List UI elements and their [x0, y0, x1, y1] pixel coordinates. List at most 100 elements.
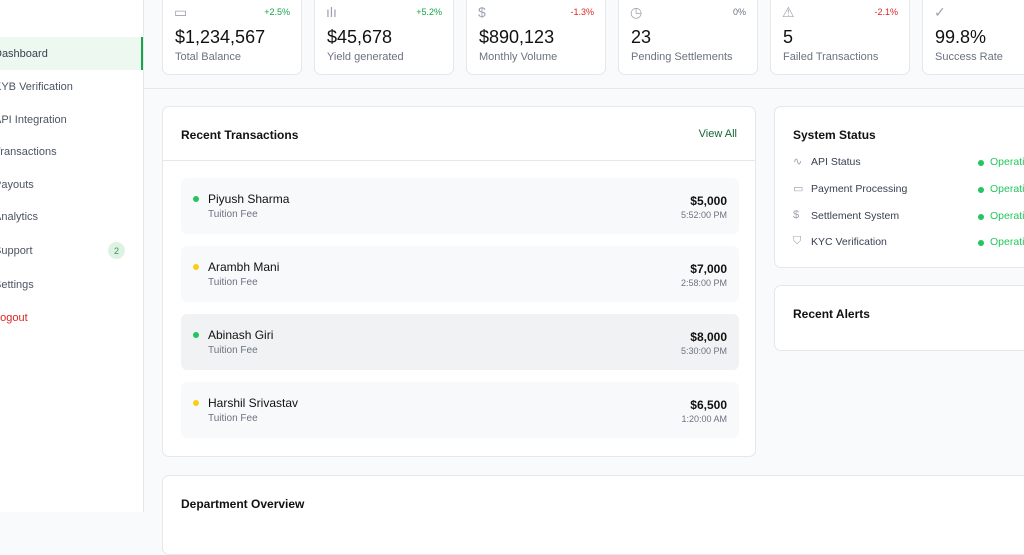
status-dot	[978, 160, 984, 166]
stat-change: -1.3%	[570, 7, 594, 17]
transaction-name: Piyush Sharma	[208, 192, 290, 206]
stat-value: 23	[631, 27, 652, 47]
support-badge: 2	[108, 242, 125, 259]
bar-chart-icon: ılı	[326, 4, 337, 20]
transaction-type: Tuition Fee	[208, 277, 258, 288]
transaction-name: Arambh Mani	[208, 260, 280, 274]
status-label: Settlement System	[811, 210, 900, 222]
transaction-type: Tuition Fee	[208, 413, 258, 424]
stat-label: Monthly Volume	[479, 51, 558, 63]
stat-value: $45,678	[327, 27, 393, 47]
card-divider	[163, 160, 755, 161]
transaction-amount: $7,000	[690, 262, 727, 276]
transaction-time: 1:20:00 AM	[681, 414, 727, 424]
sidebar-item-transactions[interactable]: Transactions	[0, 135, 143, 168]
transaction-row[interactable]: Arambh Mani Tuition Fee $7,000 2:58:00 P…	[181, 246, 739, 302]
status-row-api: ∿ API Status Operational	[793, 155, 1024, 171]
sidebar-item-dashboard[interactable]: Dashboard	[0, 37, 143, 70]
status-dot	[193, 332, 199, 338]
transaction-name: Abinash Giri	[208, 328, 274, 342]
transaction-amount: $8,000	[690, 330, 727, 344]
nav-label: API Integration	[0, 113, 67, 126]
transaction-row[interactable]: Abinash Giri Tuition Fee $8,000 5:30:00 …	[181, 314, 739, 370]
nav-label: Transactions	[0, 145, 57, 158]
stat-label: Total Balance	[175, 51, 242, 63]
dollar-icon: $	[793, 209, 800, 221]
sidebar-item-payouts[interactable]: Payouts	[0, 168, 143, 201]
alert-triangle-icon: ⚠	[782, 4, 795, 20]
stat-value: 99.8%	[935, 27, 987, 47]
stat-card-total-balance: ▭ +2.5% $1,234,567 Total Balance	[162, 0, 302, 75]
status-dot	[978, 240, 984, 246]
transaction-type: Tuition Fee	[208, 209, 258, 220]
status-label: Payment Processing	[811, 183, 908, 195]
nav-label: Settings	[0, 278, 34, 291]
transaction-row[interactable]: Piyush Sharma Tuition Fee $5,000 5:52:00…	[181, 178, 739, 234]
nav-label: Analytics	[0, 210, 39, 223]
credit-card-icon: ▭	[793, 183, 804, 195]
card-title: Recent Transactions	[181, 128, 299, 142]
nav-label: Support	[0, 244, 33, 257]
recent-alerts-card: Recent Alerts	[774, 285, 1024, 351]
status-dot	[978, 187, 984, 193]
transaction-type: Tuition Fee	[208, 345, 258, 356]
nav-label: KYB Verification	[0, 80, 73, 93]
transaction-name: Harshil Srivastav	[208, 396, 299, 410]
status-value: Operational	[990, 183, 1024, 195]
transaction-row[interactable]: Harshil Srivastav Tuition Fee $6,500 1:2…	[181, 382, 739, 438]
shield-icon: ⛉	[793, 235, 802, 247]
stat-label: Failed Transactions	[783, 51, 879, 63]
stat-card-success-rate: ✓ 99.8% Success Rate	[922, 0, 1024, 75]
stat-change: -2.1%	[874, 7, 898, 17]
status-dot	[978, 214, 984, 220]
transaction-amount: $5,000	[690, 194, 727, 208]
clock-icon: ◷	[630, 4, 643, 20]
stat-change: +5.2%	[416, 7, 442, 17]
status-value: Operational	[990, 236, 1024, 248]
stat-label: Pending Settlements	[631, 51, 733, 63]
stat-change: +2.5%	[264, 7, 290, 17]
status-row-settlement: $ Settlement System Operational	[793, 209, 1024, 225]
status-value: Operational	[990, 156, 1024, 168]
sidebar-item-analytics[interactable]: Analytics	[0, 200, 143, 233]
transaction-time: 5:52:00 PM	[680, 210, 727, 220]
nav-label: Logout	[0, 311, 28, 324]
sidebar-item-logout[interactable]: Logout	[0, 301, 143, 334]
stat-value: $1,234,567	[175, 27, 266, 47]
section-divider	[144, 88, 1024, 89]
department-overview-card: Department Overview	[162, 475, 1024, 555]
status-row-kyc: ⛉ KYC Verification Operational	[793, 235, 1024, 251]
status-dot	[193, 400, 199, 406]
status-dot	[193, 196, 199, 202]
activity-icon: ∿	[793, 156, 803, 168]
transaction-amount: $6,500	[690, 398, 727, 412]
sidebar: Dashboard KYB Verification API Integrati…	[0, 0, 144, 512]
stat-value: $890,123	[479, 27, 555, 47]
check-circle-icon: ✓	[934, 4, 946, 20]
card-title: Department Overview	[181, 497, 305, 511]
system-status-card: System Status ∿ API Status Operational ▭…	[774, 106, 1024, 268]
stat-card-yield: ılı +5.2% $45,678 Yield generated	[314, 0, 454, 75]
stat-label: Yield generated	[327, 51, 404, 63]
sidebar-item-support[interactable]: Support 2	[0, 234, 143, 267]
transaction-time: 5:30:00 PM	[680, 346, 727, 356]
card-title: Recent Alerts	[793, 307, 870, 321]
status-value: Operational	[990, 210, 1024, 222]
sidebar-item-kyb-verification[interactable]: KYB Verification	[0, 70, 143, 103]
view-all-link[interactable]: View All	[698, 128, 737, 140]
status-row-payment: ▭ Payment Processing Operational	[793, 182, 1024, 198]
stat-card-monthly-volume: $ -1.3% $890,123 Monthly Volume	[466, 0, 606, 75]
sidebar-item-api-integration[interactable]: API Integration	[0, 103, 143, 136]
nav-label: Payouts	[0, 178, 34, 191]
stat-card-pending-settlements: ◷ 0% 23 Pending Settlements	[618, 0, 758, 75]
dollar-icon: $	[478, 4, 486, 20]
status-label: API Status	[811, 156, 861, 168]
transaction-time: 2:58:00 PM	[680, 278, 727, 288]
status-dot	[193, 264, 199, 270]
card-title: System Status	[793, 128, 876, 142]
recent-transactions-card: Recent Transactions View All Piyush Shar…	[162, 106, 756, 457]
stat-card-failed-transactions: ⚠ -2.1% 5 Failed Transactions	[770, 0, 910, 75]
sidebar-item-settings[interactable]: Settings	[0, 268, 143, 301]
wallet-icon: ▭	[174, 4, 188, 20]
stat-value: 5	[783, 27, 794, 47]
